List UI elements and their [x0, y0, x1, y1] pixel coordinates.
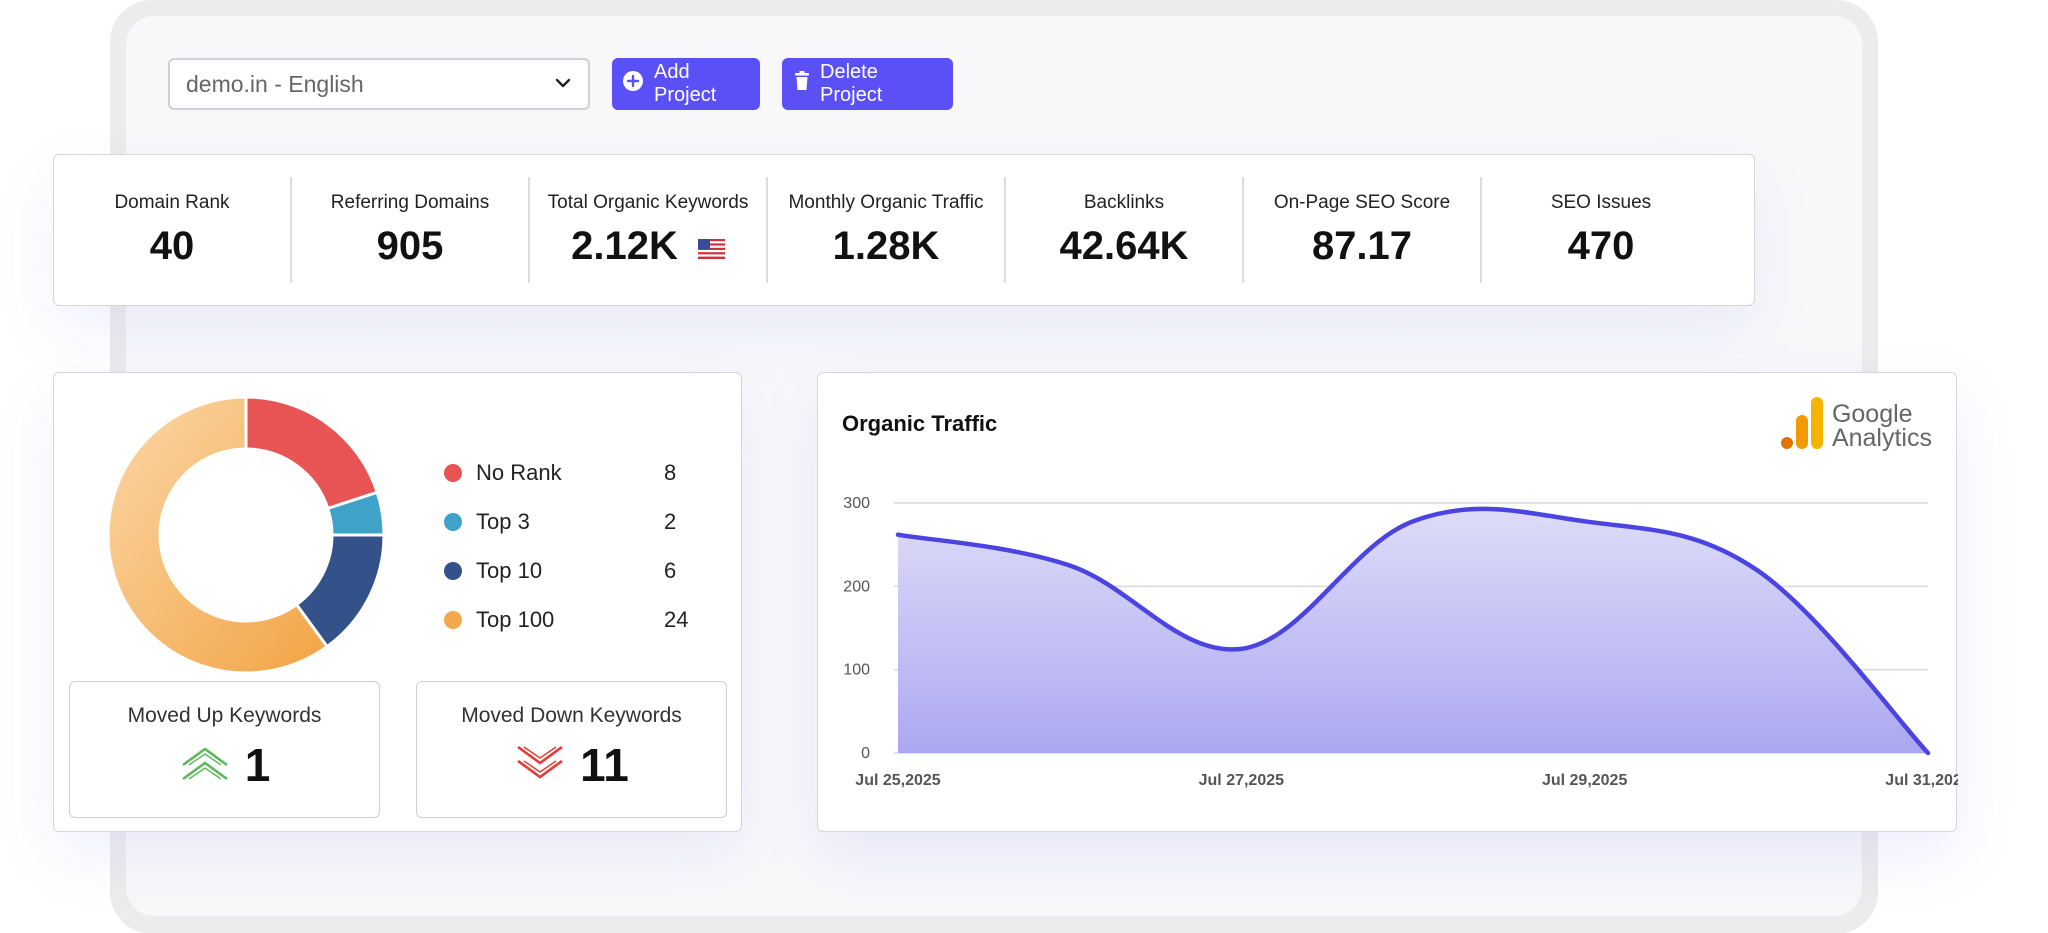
stat-value-row: 2.12K: [571, 224, 725, 269]
traffic-area-fill: [898, 508, 1928, 753]
stat-domain-rank: Domain Rank 40: [54, 177, 292, 283]
delete-project-button[interactable]: Delete Project: [782, 58, 953, 110]
legend-label: Top 3: [476, 508, 530, 534]
stat-value: 42.64K: [1059, 223, 1189, 268]
keyword-rank-card: No Rank 8 Top 3 2 Top 10 6 Top 100 24 Mo…: [53, 372, 742, 832]
legend-value: 2: [664, 508, 677, 534]
legend-dot: [444, 512, 462, 531]
legend-dot: [444, 561, 462, 580]
legend-value: 24: [664, 606, 689, 632]
moved-up-keywords-box: Moved Up Keywords 1: [69, 681, 380, 818]
x-tick-label: Jul 25,2025: [855, 772, 941, 789]
stat-label: Total Organic Keywords: [547, 191, 749, 213]
y-tick-label: 0: [861, 745, 870, 762]
stat-label: Domain Rank: [114, 191, 230, 213]
donut-slice-no-rank: [244, 395, 380, 511]
stat-value: 470: [1567, 223, 1635, 268]
chevron-down-icon: [554, 71, 572, 98]
organic-traffic-title: Organic Traffic: [842, 411, 998, 436]
google-analytics-wordmark: Google Analytics: [1831, 399, 1932, 452]
donut-slice-top-100: [106, 395, 330, 675]
legend-item-top-3: Top 3 2: [444, 497, 704, 546]
stat-value: 1.28K: [832, 223, 940, 268]
legend-dot: [444, 610, 462, 629]
legend-value: 8: [664, 459, 677, 485]
moved-up-row: 1: [179, 738, 271, 792]
moved-up-value: 1: [244, 739, 271, 791]
add-project-button[interactable]: Add Project: [612, 58, 760, 110]
legend-item-top-10: Top 10 6: [444, 546, 704, 595]
ga-text-analytics: Analytics: [1831, 423, 1932, 452]
keyword-rank-legend: No Rank 8 Top 3 2 Top 10 6 Top 100 24: [444, 448, 704, 644]
organic-traffic-chart: 0 100 200 300 Jul 25,2025 Jul 27,2025 Jul 29,…: [843, 495, 1958, 789]
add-project-label: Add Project: [654, 61, 717, 106]
legend-label: No Rank: [476, 459, 562, 485]
google-analytics-logo: Google Analytics: [1780, 397, 1932, 454]
y-tick-label: 300: [843, 495, 870, 512]
stats-card: Domain Rank 40 Referring Domains 905 Tot…: [53, 154, 1755, 306]
double-chevron-up-icon: [179, 743, 231, 788]
organic-traffic-card: 0 100 200 300 Jul 25,2025 Jul 27,2025 Jul 29,…: [817, 372, 1958, 832]
moved-down-row: 11: [514, 738, 629, 792]
plus-circle-icon: [622, 70, 644, 98]
stat-label: On-Page SEO Score: [1273, 191, 1451, 213]
stat-label: Referring Domains: [330, 191, 490, 213]
x-tick-label: Jul 31,2025: [1885, 772, 1958, 789]
stat-monthly-organic-traffic: Monthly Organic Traffic 1.28K: [768, 177, 1006, 283]
stat-label: Backlinks: [1083, 191, 1165, 213]
us-flag-icon: [697, 224, 725, 269]
double-chevron-down-icon: [514, 743, 566, 788]
traffic-series-line: [895, 506, 1931, 756]
moved-down-keywords-box: Moved Down Keywords 11: [416, 681, 727, 818]
stat-backlinks: Backlinks 42.64K: [1006, 177, 1244, 283]
stat-value: 40: [149, 223, 195, 268]
ga-text-google: Google: [1831, 399, 1913, 428]
moved-down-value: 11: [580, 739, 629, 791]
stat-label: Monthly Organic Traffic: [788, 191, 984, 213]
moved-up-label: Moved Up Keywords: [127, 704, 322, 727]
y-tick-label: 200: [843, 578, 870, 595]
stat-total-organic-keywords: Total Organic Keywords 2.12K: [530, 177, 768, 283]
stat-label: SEO Issues: [1550, 191, 1652, 213]
trash-icon: [794, 71, 810, 97]
project-select[interactable]: demo.in - English: [168, 58, 590, 110]
x-tick-label: Jul 29,2025: [1542, 772, 1628, 789]
project-select-value: demo.in - English: [186, 70, 364, 97]
stat-referring-domains: Referring Domains 905: [292, 177, 530, 283]
keyword-rank-donut: [106, 395, 386, 675]
stat-value: 905: [376, 223, 444, 268]
stat-value: 2.12K: [571, 223, 678, 268]
legend-label: Top 10: [476, 557, 543, 583]
legend-label: Top 100: [476, 606, 555, 632]
legend-item-top-100: Top 100 24: [444, 595, 704, 644]
y-tick-label: 100: [843, 662, 870, 679]
moved-down-label: Moved Down Keywords: [461, 704, 682, 727]
stat-on-page-seo-score: On-Page SEO Score 87.17: [1244, 177, 1482, 283]
google-analytics-icon: [1780, 397, 1826, 454]
legend-dot: [444, 463, 462, 482]
stat-seo-issues: SEO Issues 470: [1482, 177, 1720, 283]
delete-project-label: Delete Project: [820, 61, 883, 106]
stat-value: 87.17: [1311, 223, 1413, 268]
legend-value: 6: [664, 557, 677, 583]
legend-item-no-rank: No Rank 8: [444, 448, 704, 497]
x-tick-label: Jul 27,2025: [1199, 772, 1285, 789]
